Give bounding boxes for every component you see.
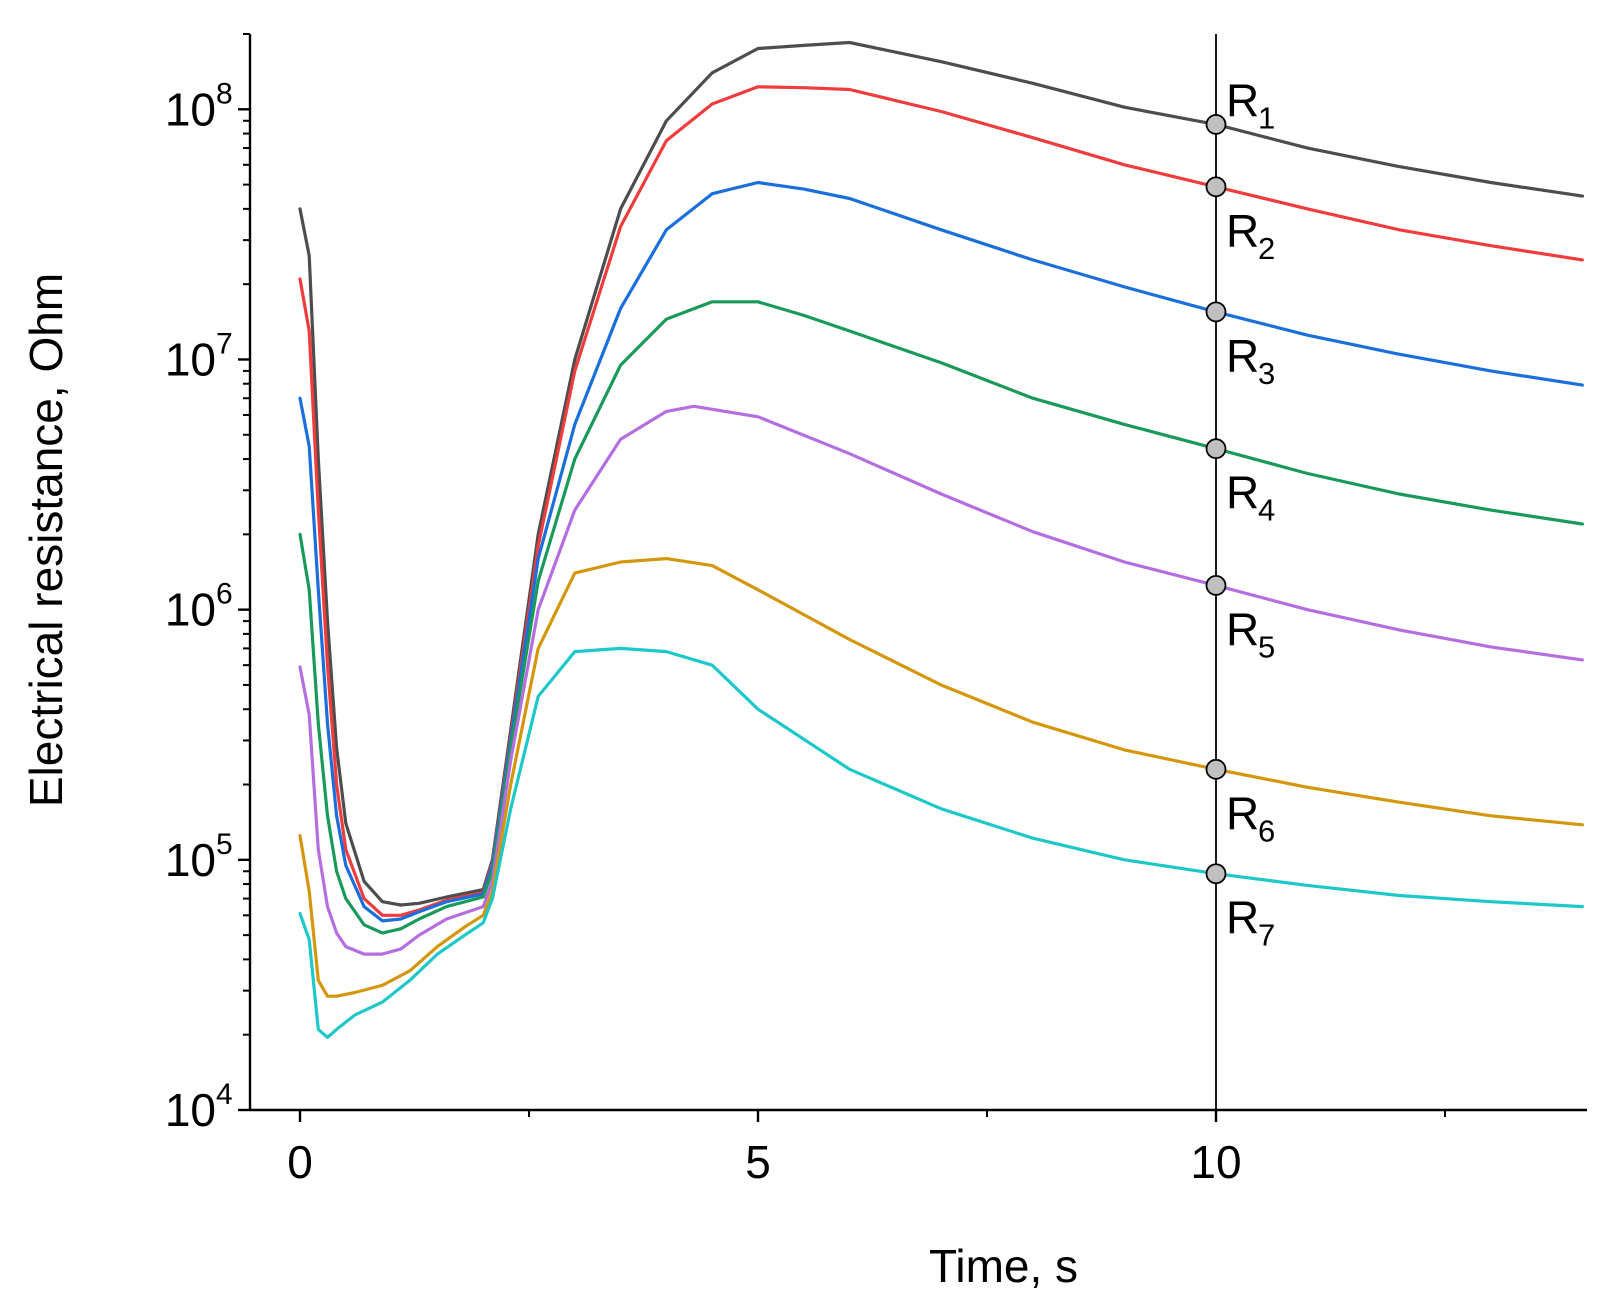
y-tick-base: 10 bbox=[165, 1084, 216, 1136]
y-tick-base: 10 bbox=[165, 584, 216, 636]
series-label-main: R bbox=[1226, 603, 1259, 655]
series-label-r4: R4 bbox=[1226, 467, 1275, 528]
series-label-main: R bbox=[1226, 467, 1259, 519]
marker-point-r3 bbox=[1205, 301, 1227, 323]
y-tick-exponent: 8 bbox=[216, 77, 233, 110]
series-label-sub: 7 bbox=[1258, 918, 1275, 953]
marker-point-r6 bbox=[1205, 758, 1227, 780]
series-label-r5: R5 bbox=[1226, 603, 1275, 664]
series-label-r1: R1 bbox=[1226, 74, 1275, 135]
series-label-sub: 6 bbox=[1258, 813, 1275, 848]
y-tick-base: 10 bbox=[165, 333, 216, 385]
x-axis-title: Time, s bbox=[929, 1240, 1078, 1292]
marker-point-r7 bbox=[1205, 863, 1227, 885]
series-label-main: R bbox=[1226, 892, 1259, 944]
marker-point-r4 bbox=[1205, 438, 1227, 460]
y-tick-exponent: 5 bbox=[216, 828, 233, 861]
series-label-sub: 2 bbox=[1258, 231, 1275, 266]
series-line-r2 bbox=[298, 85, 1584, 917]
marker-point-r1 bbox=[1205, 114, 1227, 135]
marker-point-r2 bbox=[1205, 176, 1227, 198]
y-axis-title: Electrical resistance, Ohm bbox=[20, 273, 72, 807]
y-tick-label: 10 6 bbox=[165, 578, 233, 636]
series-label-r7: R7 bbox=[1226, 892, 1275, 953]
axes: 10 410 510 610 710 80 5 10 bbox=[165, 33, 1587, 1188]
series-label-sub: 4 bbox=[1258, 493, 1275, 528]
series-label-r2: R2 bbox=[1226, 205, 1275, 266]
x-tick-label: 5 bbox=[745, 1136, 771, 1188]
y-tick-base: 10 bbox=[165, 834, 216, 886]
series-label-sub: 3 bbox=[1258, 356, 1275, 391]
series-label-r3: R3 bbox=[1226, 330, 1275, 391]
series-layer bbox=[298, 40, 1584, 1039]
y-tick-label: 10 8 bbox=[165, 77, 233, 135]
series-label-sub: 5 bbox=[1258, 629, 1275, 664]
series-line-r6 bbox=[298, 557, 1584, 998]
series-label-main: R bbox=[1226, 787, 1259, 839]
series-label-main: R bbox=[1226, 74, 1259, 126]
y-tick-label: 10 7 bbox=[165, 327, 233, 385]
series-line-r3 bbox=[298, 180, 1584, 923]
marker-point-r5 bbox=[1205, 575, 1227, 596]
x-tick-label: 10 bbox=[1190, 1136, 1241, 1188]
y-tick-label: 10 4 bbox=[165, 1078, 233, 1136]
series-line-r1 bbox=[298, 40, 1584, 907]
marker-layer bbox=[1205, 114, 1227, 885]
series-label-sub: 1 bbox=[1258, 100, 1275, 135]
series-line-r4 bbox=[298, 300, 1584, 935]
y-tick-exponent: 4 bbox=[216, 1078, 233, 1111]
y-tick-exponent: 7 bbox=[216, 327, 233, 360]
y-tick-label: 10 5 bbox=[165, 828, 233, 886]
y-tick-base: 10 bbox=[165, 83, 216, 135]
series-label-main: R bbox=[1226, 205, 1259, 257]
x-tick-label: 0 bbox=[287, 1136, 313, 1188]
y-tick-exponent: 6 bbox=[216, 578, 233, 611]
series-label-r6: R6 bbox=[1226, 787, 1275, 848]
series-line-r5 bbox=[298, 404, 1584, 956]
series-label-main: R bbox=[1226, 330, 1259, 382]
series-line-r7 bbox=[298, 646, 1584, 1039]
